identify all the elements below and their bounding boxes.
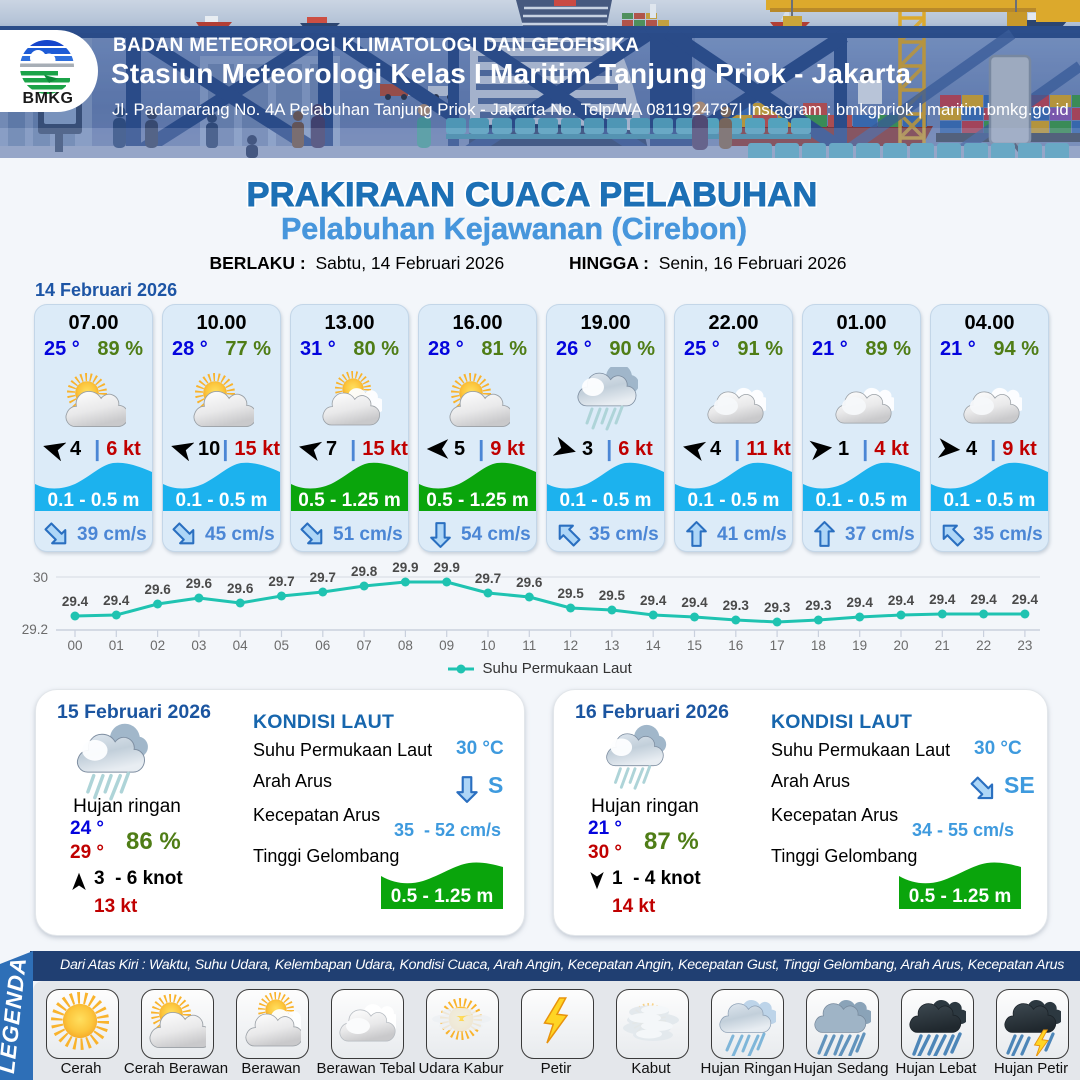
svg-text:29.4: 29.4 [62, 594, 89, 609]
svg-text:20: 20 [893, 638, 908, 653]
svg-text:16: 16 [728, 638, 743, 653]
svg-text:14: 14 [646, 638, 662, 653]
svg-text:LEGENDA: LEGENDA [0, 956, 31, 1075]
svg-text:29.3: 29.3 [764, 600, 791, 615]
svg-text:09: 09 [439, 638, 454, 653]
svg-text:29.9: 29.9 [392, 560, 418, 575]
svg-text:17: 17 [770, 638, 785, 653]
svg-text:29.6: 29.6 [186, 576, 213, 591]
svg-text:18: 18 [811, 638, 826, 653]
svg-text:00: 00 [67, 638, 82, 653]
svg-text:29.6: 29.6 [516, 575, 543, 590]
svg-text:29.7: 29.7 [475, 571, 501, 586]
svg-text:29.2: 29.2 [22, 622, 48, 637]
svg-text:12: 12 [563, 638, 578, 653]
svg-text:13: 13 [604, 638, 619, 653]
svg-text:21: 21 [935, 638, 950, 653]
svg-text:19: 19 [852, 638, 867, 653]
svg-text:29.4: 29.4 [970, 592, 997, 607]
svg-text:01: 01 [109, 638, 124, 653]
svg-text:29.4: 29.4 [888, 593, 915, 608]
svg-text:05: 05 [274, 638, 289, 653]
svg-text:29.4: 29.4 [640, 593, 667, 608]
svg-text:29.9: 29.9 [434, 560, 460, 575]
svg-text:29.6: 29.6 [227, 581, 254, 596]
svg-text:07: 07 [357, 638, 372, 653]
svg-text:30: 30 [33, 570, 48, 585]
svg-text:23: 23 [1017, 638, 1032, 653]
svg-text:29.6: 29.6 [144, 582, 171, 597]
svg-text:29.5: 29.5 [599, 588, 626, 603]
svg-text:29.4: 29.4 [929, 592, 956, 607]
svg-text:29.4: 29.4 [1012, 592, 1039, 607]
svg-text:03: 03 [191, 638, 206, 653]
svg-text:11: 11 [522, 638, 536, 653]
svg-text:29.4: 29.4 [103, 593, 130, 608]
svg-text:29.5: 29.5 [557, 586, 584, 601]
svg-text:15: 15 [687, 638, 702, 653]
svg-text:08: 08 [398, 638, 413, 653]
svg-text:04: 04 [233, 638, 249, 653]
svg-text:06: 06 [315, 638, 330, 653]
svg-text:29.7: 29.7 [310, 570, 336, 585]
svg-text:22: 22 [976, 638, 991, 653]
svg-text:29.3: 29.3 [805, 598, 832, 613]
svg-text:29.4: 29.4 [847, 595, 874, 610]
svg-text:29.3: 29.3 [723, 598, 750, 613]
svg-text:02: 02 [150, 638, 165, 653]
svg-text:29.4: 29.4 [681, 595, 708, 610]
svg-text:29.8: 29.8 [351, 564, 378, 579]
svg-text:10: 10 [480, 638, 495, 653]
svg-text:29.7: 29.7 [268, 574, 294, 589]
